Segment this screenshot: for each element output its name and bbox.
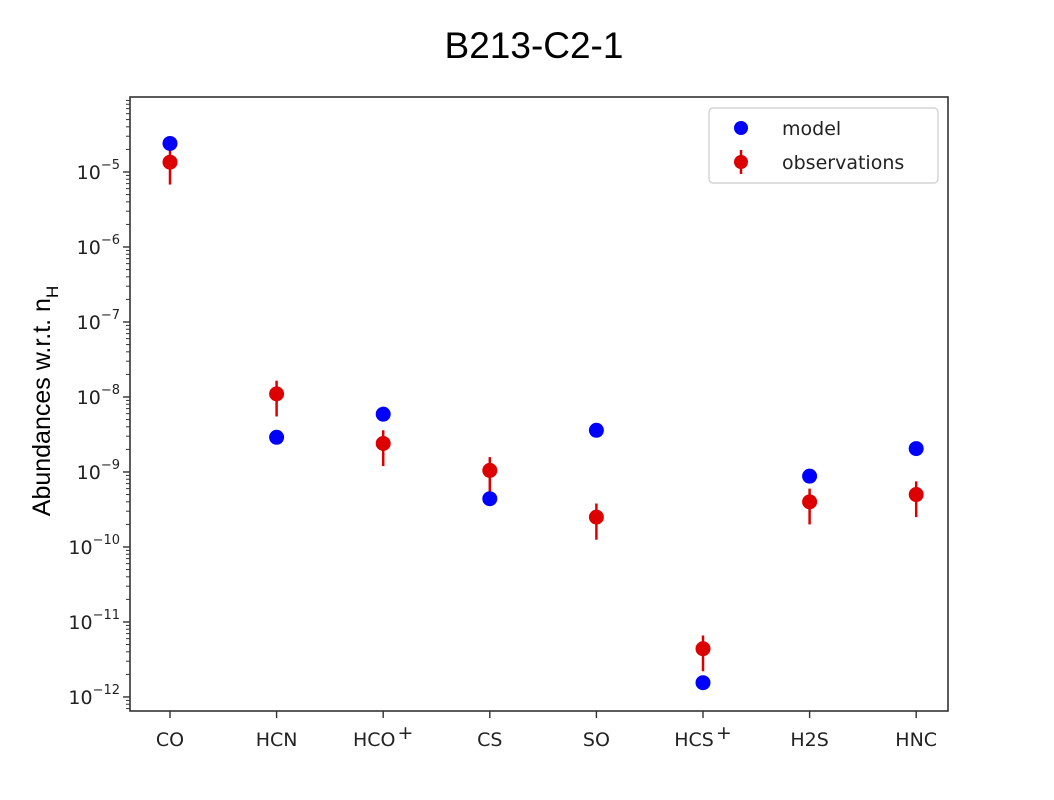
y-tick-label-exponent: −8 xyxy=(101,383,120,398)
y-tick-label: 10−12 xyxy=(68,683,120,709)
observations-point xyxy=(908,487,924,503)
x-tick-label: H2S xyxy=(790,729,828,751)
y-tick-label: 10−8 xyxy=(77,383,120,409)
y-axis-label: Abundances w.r.t. nH xyxy=(28,286,62,516)
legend: model observations xyxy=(708,107,939,184)
x-tick-label-base: HCS xyxy=(674,729,714,751)
observations-point xyxy=(588,509,604,525)
y-tick-label-base: 10 xyxy=(77,162,101,184)
x-tick-label: SO xyxy=(583,729,610,751)
x-tick-label: HCN xyxy=(256,729,298,751)
plot-frame xyxy=(129,96,949,712)
y-axis-label-subscript: H xyxy=(43,286,62,298)
model-point xyxy=(269,429,285,445)
y-tick-label: 10−10 xyxy=(68,533,120,559)
y-tick-label-base: 10 xyxy=(68,687,92,709)
observations-point xyxy=(482,462,498,478)
model-point xyxy=(375,406,391,422)
observations-point xyxy=(269,386,285,402)
legend-label-observations: observations xyxy=(782,152,904,174)
y-tick-label-base: 10 xyxy=(77,237,101,259)
y-tick-label-base: 10 xyxy=(77,462,101,484)
model-point xyxy=(588,422,604,438)
x-tick-label: CO xyxy=(156,729,184,751)
x-tick-label-superscript: + xyxy=(397,722,413,744)
observations-point xyxy=(162,154,178,170)
model-point xyxy=(802,468,818,484)
x-tick-label-base: SO xyxy=(583,729,610,751)
y-tick-label-exponent: −9 xyxy=(101,458,120,473)
svg-text:Abundances w.r.t. nH: Abundances w.r.t. nH xyxy=(28,286,62,516)
y-tick-label-base: 10 xyxy=(68,612,92,634)
legend-marker-observations xyxy=(734,155,748,169)
y-tick-label-base: 10 xyxy=(68,537,92,559)
data-points xyxy=(162,135,924,691)
x-tick-label-base: CO xyxy=(156,729,184,751)
model-point xyxy=(482,491,498,507)
legend-label-model: model xyxy=(782,118,841,140)
model-point xyxy=(695,675,711,691)
x-axis-ticks: CO HCN HCO + CS SO HCS + H2S HNC xyxy=(156,711,937,751)
y-tick-label-exponent: −10 xyxy=(93,533,120,548)
x-tick-label-base: HCO xyxy=(353,729,396,751)
y-tick-label-base: 10 xyxy=(77,387,101,409)
y-tick-label-base: 10 xyxy=(77,312,101,334)
chart-title: B213-C2-1 xyxy=(445,25,624,66)
x-tick-label: CS xyxy=(477,729,502,751)
x-tick-label-superscript: + xyxy=(716,722,732,744)
legend-box xyxy=(708,107,939,184)
y-tick-label-exponent: −6 xyxy=(101,233,120,248)
x-tick-label: HCO + xyxy=(353,722,413,751)
y-tick-label: 10−11 xyxy=(68,608,120,634)
x-tick-label-base: HCN xyxy=(256,729,298,751)
y-tick-label: 10−5 xyxy=(77,158,120,184)
y-tick-label-exponent: −5 xyxy=(101,158,120,173)
error-bars xyxy=(168,149,918,672)
y-tick-label-exponent: −7 xyxy=(101,308,120,323)
y-tick-label: 10−7 xyxy=(77,308,120,334)
y-axis-label-text: Abundances w.r.t. n xyxy=(28,298,56,516)
observations-point xyxy=(802,494,818,510)
x-tick-label-base: H2S xyxy=(790,729,828,751)
observations-point xyxy=(695,641,711,657)
y-tick-label: 10−9 xyxy=(77,458,120,484)
x-tick-label-base: CS xyxy=(477,729,502,751)
y-tick-label: 10−6 xyxy=(77,233,120,259)
legend-marker-model xyxy=(734,121,748,135)
x-tick-label: HCS + xyxy=(674,722,732,751)
model-point xyxy=(908,441,924,457)
x-tick-label-base: HNC xyxy=(895,729,937,751)
model-point xyxy=(162,135,178,151)
y-tick-label-exponent: −12 xyxy=(93,683,120,698)
x-tick-label: HNC xyxy=(895,729,937,751)
y-tick-label-exponent: −11 xyxy=(93,608,120,623)
observations-point xyxy=(375,435,391,451)
